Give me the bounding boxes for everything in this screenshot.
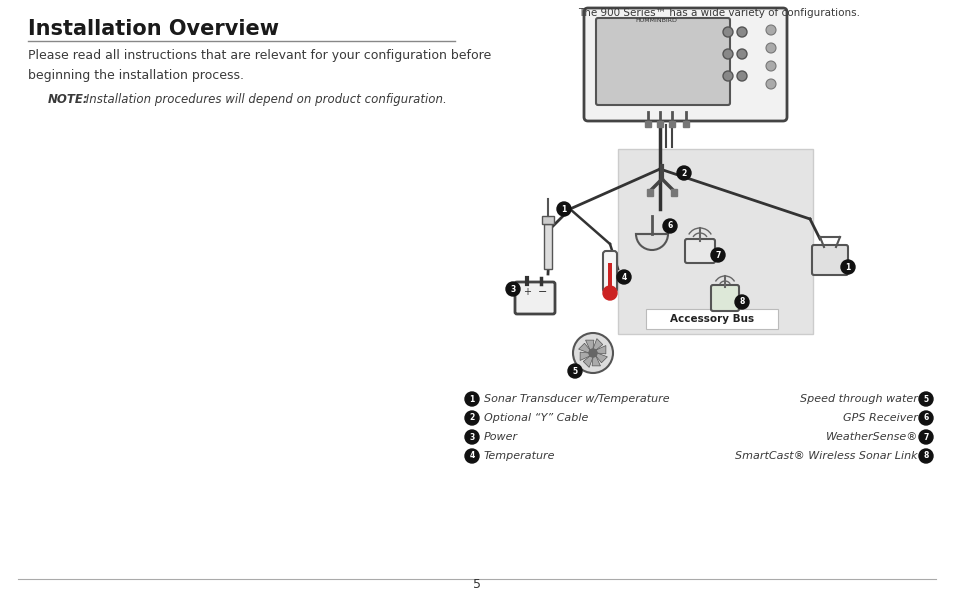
Circle shape xyxy=(722,27,732,37)
Polygon shape xyxy=(582,356,593,367)
Circle shape xyxy=(737,27,746,37)
Circle shape xyxy=(918,411,932,425)
Circle shape xyxy=(722,71,732,81)
Circle shape xyxy=(918,430,932,444)
Circle shape xyxy=(710,248,724,262)
Circle shape xyxy=(505,282,519,296)
Text: 1: 1 xyxy=(560,205,566,214)
Circle shape xyxy=(557,202,571,216)
Circle shape xyxy=(602,286,617,300)
Text: 1: 1 xyxy=(844,262,850,272)
Text: Installation Overview: Installation Overview xyxy=(28,19,278,39)
Text: 5: 5 xyxy=(473,578,480,591)
Bar xyxy=(644,121,650,127)
Circle shape xyxy=(617,270,630,284)
Text: Optional “Y” Cable: Optional “Y” Cable xyxy=(483,413,588,423)
Circle shape xyxy=(737,71,746,81)
Polygon shape xyxy=(579,352,590,361)
Circle shape xyxy=(588,349,597,357)
FancyBboxPatch shape xyxy=(602,251,617,292)
Bar xyxy=(682,121,688,127)
Bar xyxy=(541,216,554,224)
Text: Speed through water: Speed through water xyxy=(800,394,917,404)
Bar xyxy=(646,189,652,196)
Circle shape xyxy=(918,392,932,406)
Polygon shape xyxy=(596,353,607,363)
Circle shape xyxy=(765,25,775,35)
Text: Power: Power xyxy=(483,432,517,442)
Circle shape xyxy=(734,295,748,309)
Text: 2: 2 xyxy=(469,414,475,423)
Polygon shape xyxy=(585,340,594,350)
Text: The 900 Series™ has a wide variety of configurations.: The 900 Series™ has a wide variety of co… xyxy=(578,8,859,18)
Text: 6: 6 xyxy=(923,414,927,423)
Text: 3: 3 xyxy=(469,432,475,442)
Text: +: + xyxy=(522,287,531,297)
Circle shape xyxy=(464,411,478,425)
Circle shape xyxy=(765,61,775,71)
Text: Accessory Bus: Accessory Bus xyxy=(669,314,753,324)
Bar xyxy=(543,224,552,269)
FancyBboxPatch shape xyxy=(684,239,714,263)
Bar xyxy=(645,309,778,329)
Text: 7: 7 xyxy=(923,432,927,442)
Circle shape xyxy=(737,49,746,59)
Circle shape xyxy=(765,79,775,89)
Text: 6: 6 xyxy=(667,222,672,230)
Circle shape xyxy=(464,430,478,444)
Circle shape xyxy=(841,260,854,274)
Circle shape xyxy=(662,219,677,233)
Bar xyxy=(618,149,812,334)
Text: 1: 1 xyxy=(469,395,475,404)
Text: 3: 3 xyxy=(510,284,515,294)
Circle shape xyxy=(722,49,732,59)
Text: 4: 4 xyxy=(620,272,626,281)
Text: 8: 8 xyxy=(923,451,927,460)
Text: HUMMINBIRD: HUMMINBIRD xyxy=(635,18,677,23)
Polygon shape xyxy=(578,343,590,353)
Text: −: − xyxy=(537,287,547,297)
Circle shape xyxy=(573,333,613,373)
Text: 7: 7 xyxy=(715,250,720,259)
Bar xyxy=(670,189,677,196)
FancyBboxPatch shape xyxy=(583,8,786,121)
Wedge shape xyxy=(636,234,667,250)
Text: 4: 4 xyxy=(469,451,475,460)
Circle shape xyxy=(464,392,478,406)
Text: Sonar Transducer w/Temperature: Sonar Transducer w/Temperature xyxy=(483,394,669,404)
FancyBboxPatch shape xyxy=(515,282,555,314)
Text: GPS Receiver: GPS Receiver xyxy=(842,413,917,423)
Text: WeatherSense®: WeatherSense® xyxy=(824,432,917,442)
Text: 8: 8 xyxy=(739,298,744,306)
Text: SmartCast® Wireless Sonar Link: SmartCast® Wireless Sonar Link xyxy=(735,451,917,461)
Text: Temperature: Temperature xyxy=(483,451,555,461)
Text: 2: 2 xyxy=(680,169,686,177)
FancyBboxPatch shape xyxy=(710,285,739,311)
Text: NOTE:: NOTE: xyxy=(48,93,89,106)
Bar xyxy=(657,121,662,127)
Polygon shape xyxy=(592,356,599,366)
Circle shape xyxy=(677,166,690,180)
Text: 5: 5 xyxy=(923,395,927,404)
Polygon shape xyxy=(596,345,605,354)
FancyBboxPatch shape xyxy=(811,245,847,275)
Circle shape xyxy=(567,364,581,378)
Text: Installation procedures will depend on product configuration.: Installation procedures will depend on p… xyxy=(82,93,446,106)
Bar xyxy=(668,121,675,127)
Text: Please read all instructions that are relevant for your configuration before
beg: Please read all instructions that are re… xyxy=(28,49,491,82)
Text: 5: 5 xyxy=(572,367,577,376)
Circle shape xyxy=(918,449,932,463)
FancyBboxPatch shape xyxy=(596,18,729,105)
Circle shape xyxy=(765,43,775,53)
Polygon shape xyxy=(593,339,602,350)
Circle shape xyxy=(464,449,478,463)
Bar xyxy=(607,263,612,293)
